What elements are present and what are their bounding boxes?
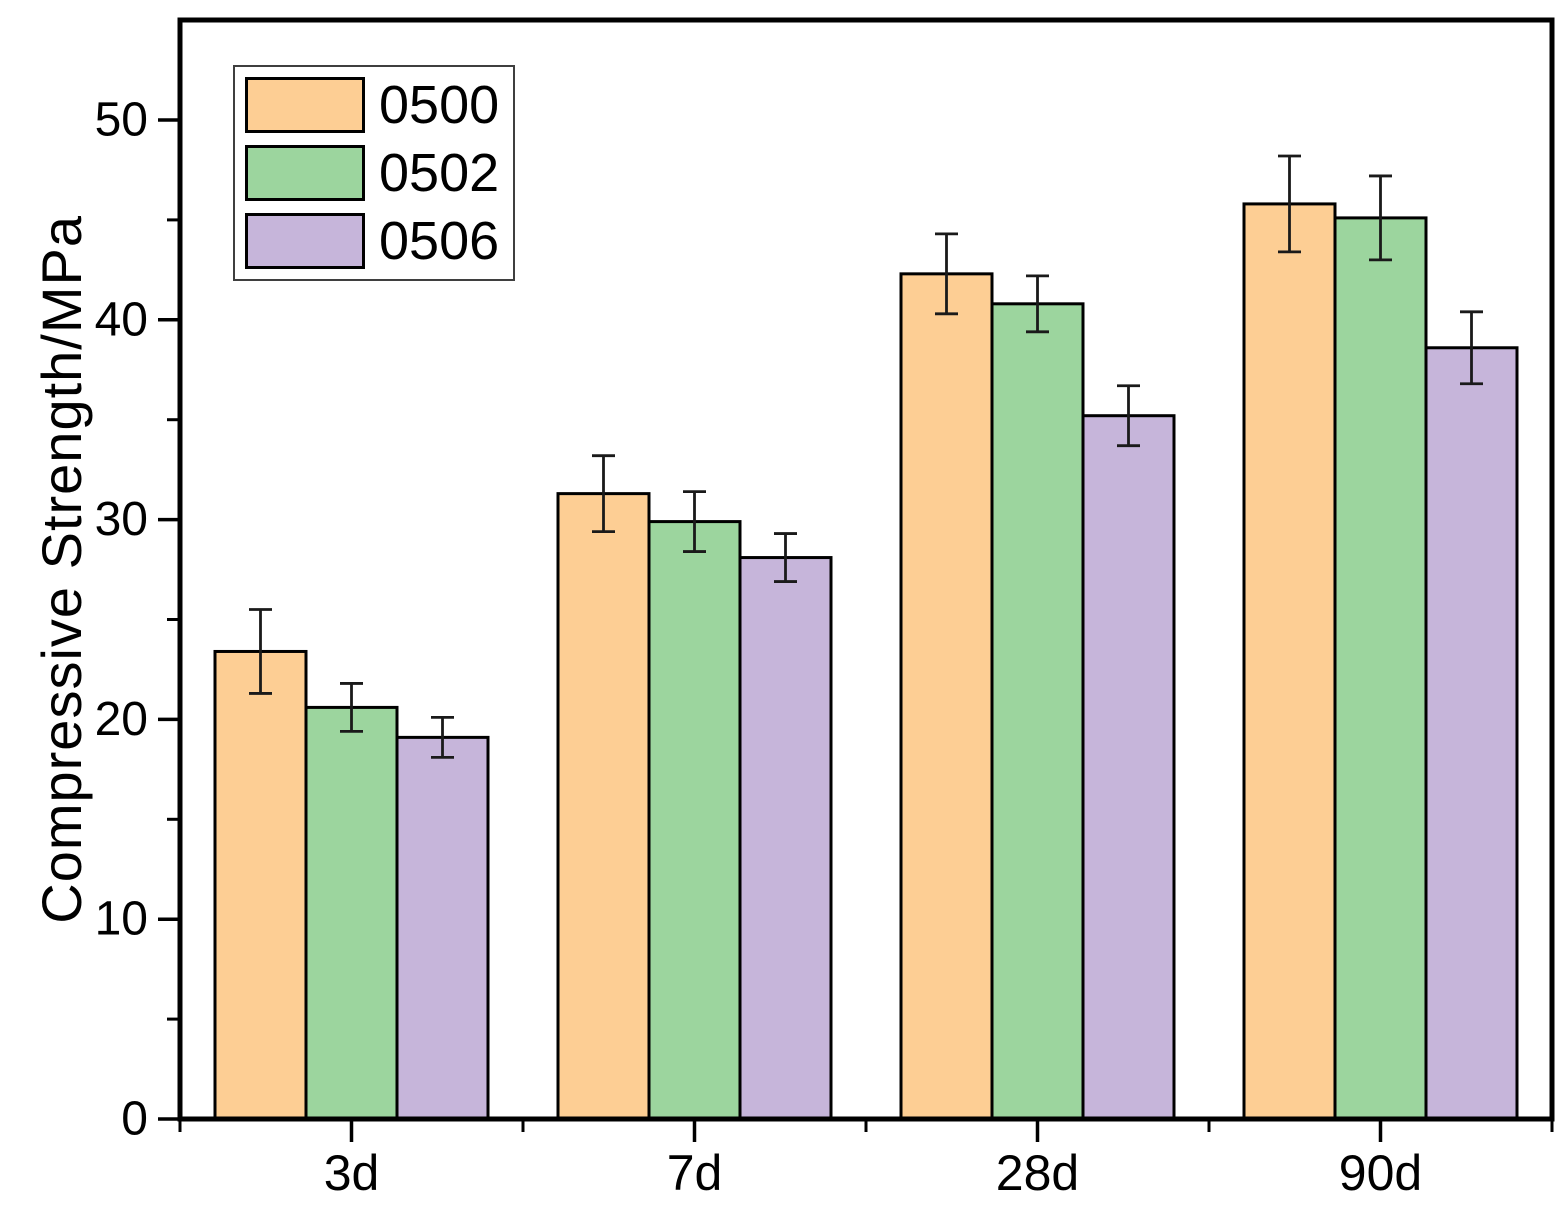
legend-label: 0502 [379,143,500,203]
y-tick-label: 10 [95,893,148,946]
bar-0500-90d [1242,202,1337,1121]
x-category-label: 28d [996,1145,1079,1201]
bar-0500-28d [899,272,994,1121]
bar-0506-7d [738,556,833,1121]
bar-0500-7d [556,492,651,1121]
bar-0506-90d [1424,346,1519,1121]
y-tick-label: 40 [95,293,148,346]
bar-0506-3d [395,735,490,1121]
y-tick-label: 50 [95,94,148,147]
bar-0502-3d [304,705,399,1121]
y-tick-label: 0 [121,1093,148,1146]
bar-0500-3d [213,649,308,1121]
legend: 0500 0502 0506 [233,65,516,281]
legend-swatch-1 [245,145,365,201]
legend-swatch-2 [245,213,365,269]
legend-label: 0500 [379,75,500,135]
y-tick-label: 30 [95,493,148,546]
bar-0506-28d [1081,414,1176,1121]
bar-0502-90d [1333,216,1428,1121]
legend-item: 0506 [245,211,499,271]
legend-item: 0502 [245,143,499,203]
legend-label: 0506 [379,211,500,271]
legend-item: 0500 [245,75,499,135]
bar-0502-28d [990,302,1085,1121]
x-category-label: 7d [667,1145,723,1201]
legend-swatch-0 [245,77,365,133]
y-tick-label: 20 [95,693,148,746]
x-category-label: 3d [324,1145,380,1201]
x-category-label: 90d [1339,1145,1422,1201]
bar-0502-7d [647,520,742,1121]
